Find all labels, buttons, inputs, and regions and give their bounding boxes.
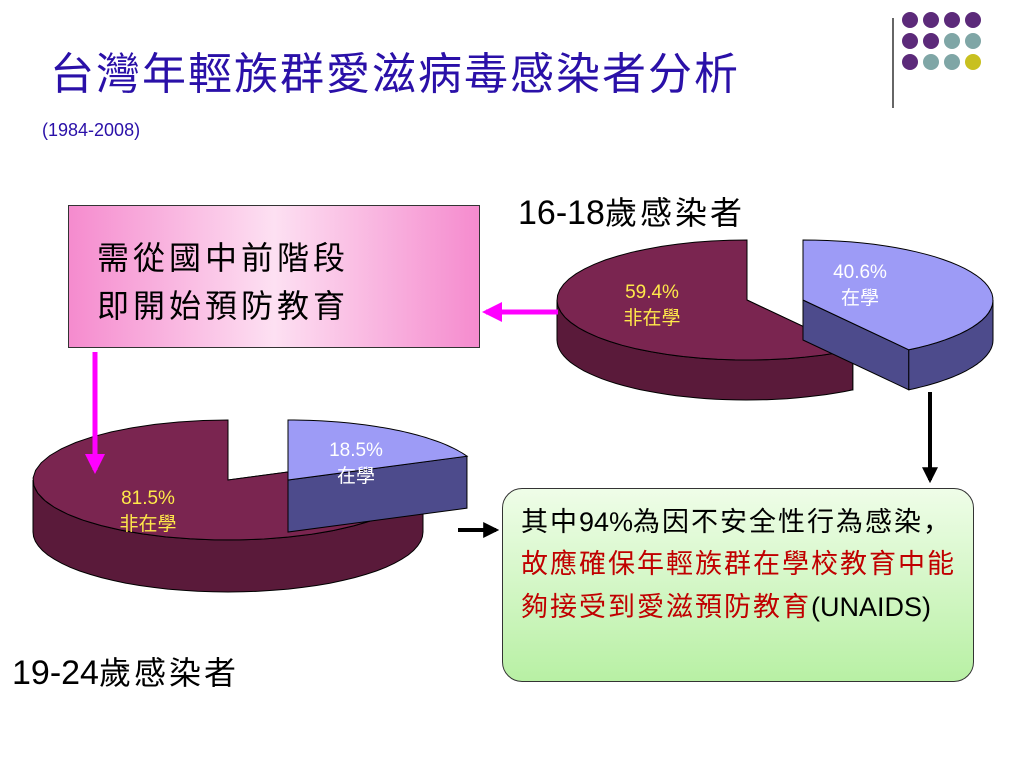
callout-line-1: 需從國中前階段 <box>97 239 350 277</box>
decor-dot <box>944 33 960 49</box>
decor-dot <box>902 54 918 70</box>
decor-dot <box>944 12 960 28</box>
chart-title-19-24: 19-24歲感染者 <box>12 648 239 694</box>
data-label-category: 非在學 <box>623 307 680 329</box>
decor-dot <box>965 12 981 28</box>
data-label-percent: 40.6% <box>833 262 887 283</box>
data-label-category: 非在學 <box>119 513 176 535</box>
data-label-percent: 81.5% <box>121 488 175 509</box>
note-part-2: 為因不安全性行為感染， <box>633 507 953 538</box>
decor-dot <box>902 33 918 49</box>
note-percent: 94% <box>579 507 634 537</box>
note-source: (UNAIDS) <box>811 592 931 622</box>
slide-subtitle: (1984-2008) <box>42 120 141 140</box>
pie-slice-in-school <box>802 239 994 391</box>
slide-title: 台灣年輕族群愛滋病毒感染者分析 <box>50 49 740 100</box>
decor-dot <box>965 33 981 49</box>
decor-dot <box>965 54 981 70</box>
prevention-callout-box: 需從國中前階段 即開始預防教育 <box>68 205 480 348</box>
chart-title-age: 19-24 <box>12 654 99 692</box>
decor-dot <box>923 54 939 70</box>
chart-title-16-18: 16-18歲感染者 <box>518 188 745 234</box>
note-red-text: 故應確保年輕族群在學校教育中能夠接受到愛滋預防教育 <box>521 549 956 623</box>
decorative-dots <box>902 12 981 70</box>
unaids-note-box: 其中94%為因不安全性行為感染， 故應確保年輕族群在學校教育中能夠接受到愛滋預防教… <box>502 488 974 682</box>
title-divider <box>892 18 894 108</box>
decor-dot <box>923 12 939 28</box>
pie-slice-not-in-school <box>556 239 855 401</box>
decor-dot <box>902 12 918 28</box>
decor-dot <box>923 33 939 49</box>
note-part-1: 其中 <box>521 507 579 538</box>
pie-slice-in-school <box>287 419 469 533</box>
data-label-category: 在學 <box>841 287 879 309</box>
decor-dot <box>944 54 960 70</box>
chart-title-suffix: 歲感染者 <box>604 194 745 232</box>
chart-title-age: 16-18 <box>518 194 605 232</box>
data-label-percent: 59.4% <box>625 282 679 303</box>
data-label-percent: 18.5% <box>329 440 383 461</box>
chart-title-suffix: 歲感染者 <box>98 654 239 692</box>
callout-line-2: 即開始預防教育 <box>97 287 350 325</box>
data-label-category: 在學 <box>337 465 375 487</box>
